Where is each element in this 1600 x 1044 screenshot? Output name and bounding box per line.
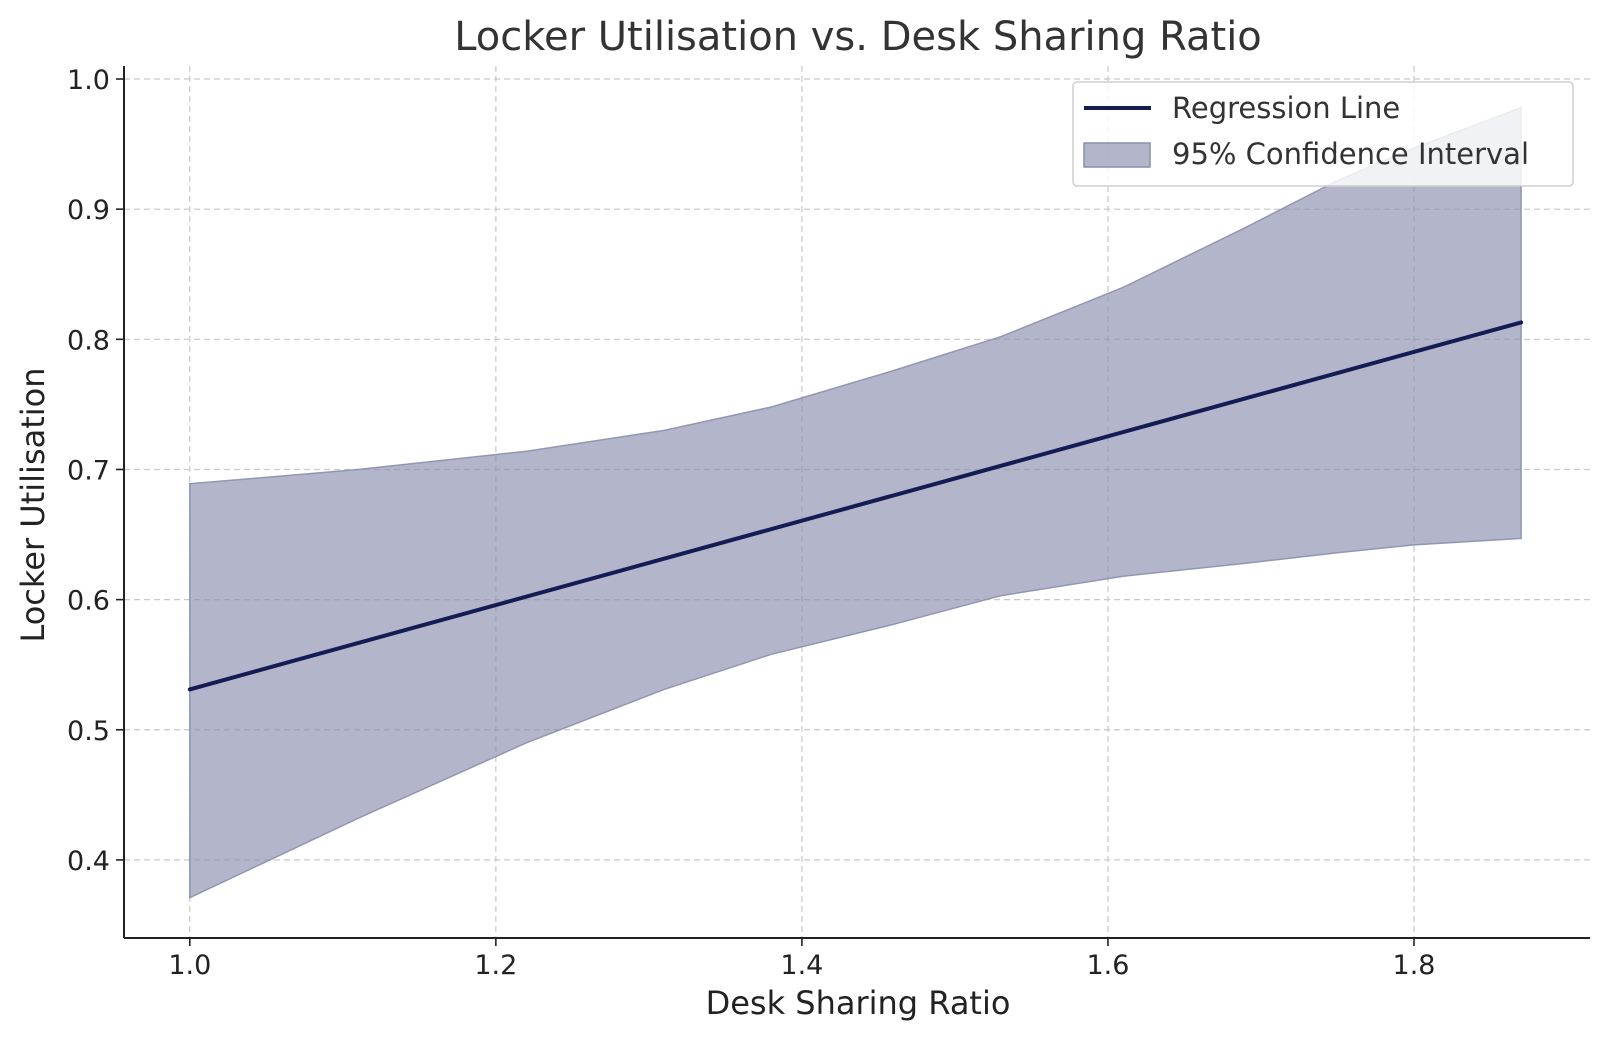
regression-line [187,320,1524,692]
y-tick-label: 1.0 [67,65,110,96]
confidence-band-layer [189,106,1522,899]
chart-title: Locker Utilisation vs. Desk Sharing Rati… [454,14,1262,60]
confidence-band [189,106,1522,899]
x-tick-label: 1.0 [168,950,211,981]
y-tick-label: 0.4 [67,846,110,877]
regression-line-layer [187,320,1524,692]
y-axis-label: Locker Utilisation [14,367,52,642]
x-tick-label: 1.4 [780,950,823,981]
y-tick-label: 0.8 [67,325,110,356]
y-tick-label: 0.5 [67,716,110,747]
axes [123,66,1590,939]
y-axis-ticks: 0.4 0.5 0.6 0.7 0.8 0.9 1.0 [67,65,124,877]
legend-label-confidence-interval: 95% Confidence Interval [1172,137,1529,171]
x-tick-label: 1.6 [1086,950,1129,981]
y-tick-label: 0.6 [67,586,110,617]
x-tick-label: 1.2 [474,950,517,981]
x-tick-label: 1.8 [1393,950,1436,981]
y-tick-label: 0.7 [67,455,110,486]
x-axis-ticks: 1.0 1.2 1.4 1.6 1.8 [168,938,1435,981]
legend-box [1072,81,1574,187]
legend-swatch-confidence-interval [1083,142,1151,168]
x-axis-label: Desk Sharing Ratio [706,984,1011,1022]
y-tick-label: 0.9 [67,195,110,226]
legend-label-regression-line: Regression Line [1172,91,1400,125]
legend: Regression Line 95% Confidence Interval [1072,81,1574,187]
